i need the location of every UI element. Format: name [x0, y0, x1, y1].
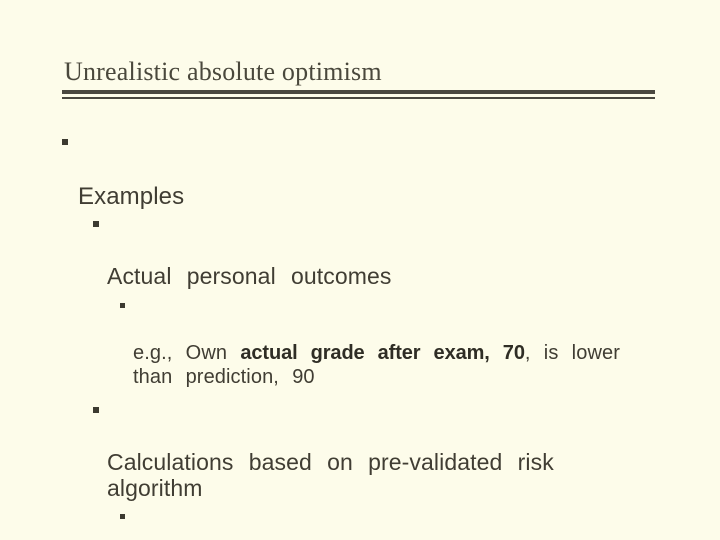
list-item-examples: Examples [62, 127, 660, 211]
list-item-text: Examples [78, 183, 185, 210]
list-item-text: Actual personal outcomes [107, 263, 392, 289]
bullet-square-icon [93, 221, 99, 227]
bullet-square-icon [93, 407, 99, 413]
list-item-text: e.g., Own actual grade after exam, 70, i… [133, 342, 620, 388]
title-double-underline [62, 90, 655, 99]
bullet-square-icon [62, 139, 68, 145]
list-item-calculations: Calculations based on pre-validated risk… [62, 397, 660, 501]
list-item-grade-example: e.g., Own actual grade after exam, 70, i… [62, 295, 660, 389]
bullet-square-icon [120, 303, 125, 308]
list-item-actual-outcomes: Actual personal outcomes [62, 211, 660, 289]
bullet-square-icon [120, 514, 125, 519]
bullet-list: Examples Actual personal outcomes e.g., … [62, 127, 660, 540]
list-item-text: Calculations based on pre-validated risk… [107, 449, 554, 501]
slide-title: Unrealistic absolute optimism [64, 57, 382, 86]
list-item-diabetes-example: e.g., Although an algorithm that calcula… [62, 506, 660, 540]
